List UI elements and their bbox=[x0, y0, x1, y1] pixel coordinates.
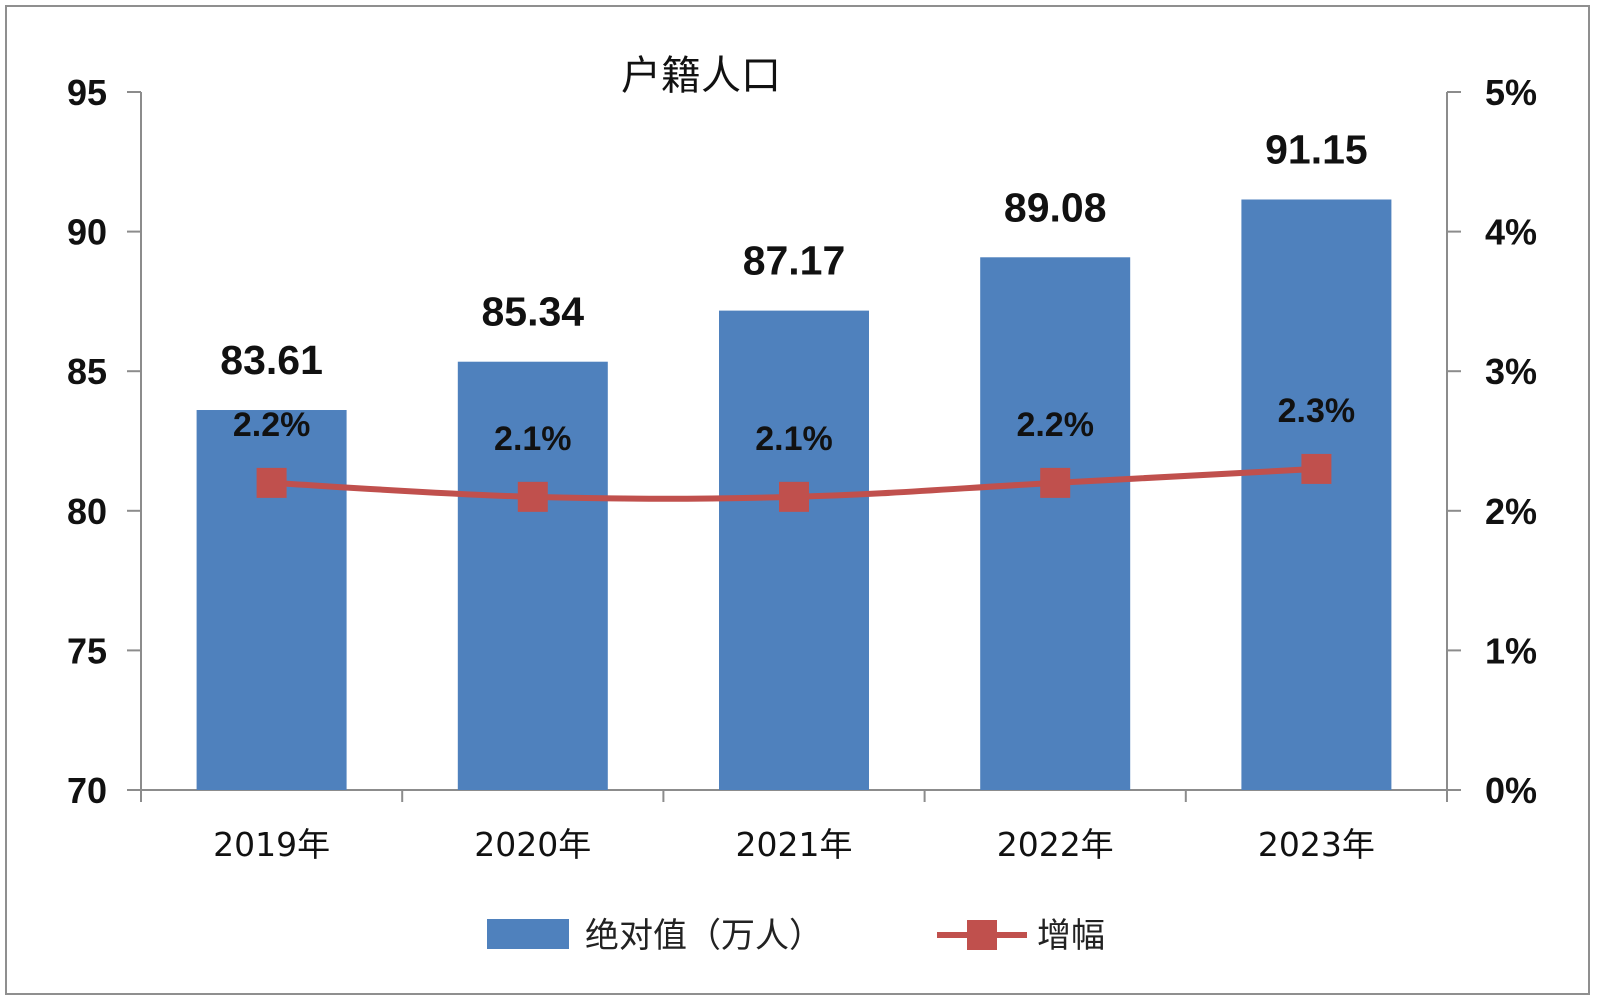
data-labels: 83.61 85.34 87.17 89.08 91.15 2.2% 2.1% 2.1% 2.2… bbox=[220, 126, 1367, 457]
axes: 70 75 80 85 90 95 0% 1% 2% 3% 4% 5% 2019年 2020年 2021年 2… bbox=[67, 72, 1537, 864]
growth-value-label: 2.3% bbox=[1278, 392, 1356, 430]
y-right-tick-label: 0% bbox=[1485, 770, 1537, 811]
x-tick-label: 2019年 bbox=[213, 825, 330, 864]
y-right-tick-label: 4% bbox=[1485, 212, 1537, 253]
growth-marker-2019年 bbox=[256, 467, 287, 498]
chart-title: 户籍人口 bbox=[621, 53, 781, 99]
bar-2022年 bbox=[980, 257, 1131, 791]
bar-series bbox=[196, 199, 1392, 791]
y-left-tick-label: 75 bbox=[67, 630, 107, 671]
growth-value-label: 2.1% bbox=[494, 420, 572, 458]
y-left-tick-label: 70 bbox=[67, 770, 107, 811]
line-series bbox=[256, 453, 1332, 512]
bar-value-label: 83.61 bbox=[220, 337, 323, 383]
bar-value-label: 85.34 bbox=[481, 289, 584, 335]
legend-bar-swatch bbox=[487, 919, 569, 949]
growth-marker-2023年 bbox=[1301, 453, 1332, 484]
y-right-tick-label: 3% bbox=[1485, 351, 1537, 392]
legend-bar-label: 绝对值（万人） bbox=[585, 916, 823, 956]
y-right-tick-label: 1% bbox=[1485, 630, 1537, 671]
growth-value-label: 2.2% bbox=[233, 406, 311, 444]
y-left-tick-label: 90 bbox=[67, 212, 107, 253]
growth-value-label: 2.2% bbox=[1016, 406, 1094, 444]
y-left-tick-label: 80 bbox=[67, 491, 107, 532]
bar-2019年 bbox=[196, 410, 347, 790]
bar-2021年 bbox=[719, 310, 869, 790]
legend: 绝对值（万人） 增幅 bbox=[487, 916, 1105, 956]
growth-marker-2021年 bbox=[779, 481, 809, 512]
x-tick-label: 2020年 bbox=[474, 825, 591, 864]
bar-value-label: 89.08 bbox=[1004, 184, 1107, 230]
y-left-tick-label: 85 bbox=[67, 351, 107, 392]
x-tick-label: 2022年 bbox=[997, 825, 1114, 864]
growth-value-label: 2.1% bbox=[755, 420, 833, 458]
y-left-tick-label: 95 bbox=[67, 72, 107, 113]
bar-value-label: 87.17 bbox=[743, 238, 846, 284]
chart-frame: 户籍人口 70 75 80 85 90 95 0% 1% 2% 3% 4% 5% 2019年 2020年 2… bbox=[5, 5, 1590, 995]
bar-value-label: 91.15 bbox=[1265, 126, 1368, 172]
growth-marker-2022年 bbox=[1040, 467, 1071, 498]
x-tick-label: 2023年 bbox=[1258, 825, 1375, 864]
bar-2023年 bbox=[1241, 199, 1392, 790]
bar-line-chart: 户籍人口 70 75 80 85 90 95 0% 1% 2% 3% 4% 5% 2019年 2020年 2… bbox=[67, 53, 1537, 956]
legend-line-marker bbox=[967, 920, 997, 950]
legend-line-label: 增幅 bbox=[1037, 916, 1105, 956]
growth-marker-2020年 bbox=[517, 481, 548, 512]
y-right-tick-label: 5% bbox=[1485, 72, 1537, 113]
y-right-tick-label: 2% bbox=[1485, 491, 1537, 532]
x-tick-label: 2021年 bbox=[736, 825, 853, 864]
bar-2020年 bbox=[457, 361, 608, 790]
